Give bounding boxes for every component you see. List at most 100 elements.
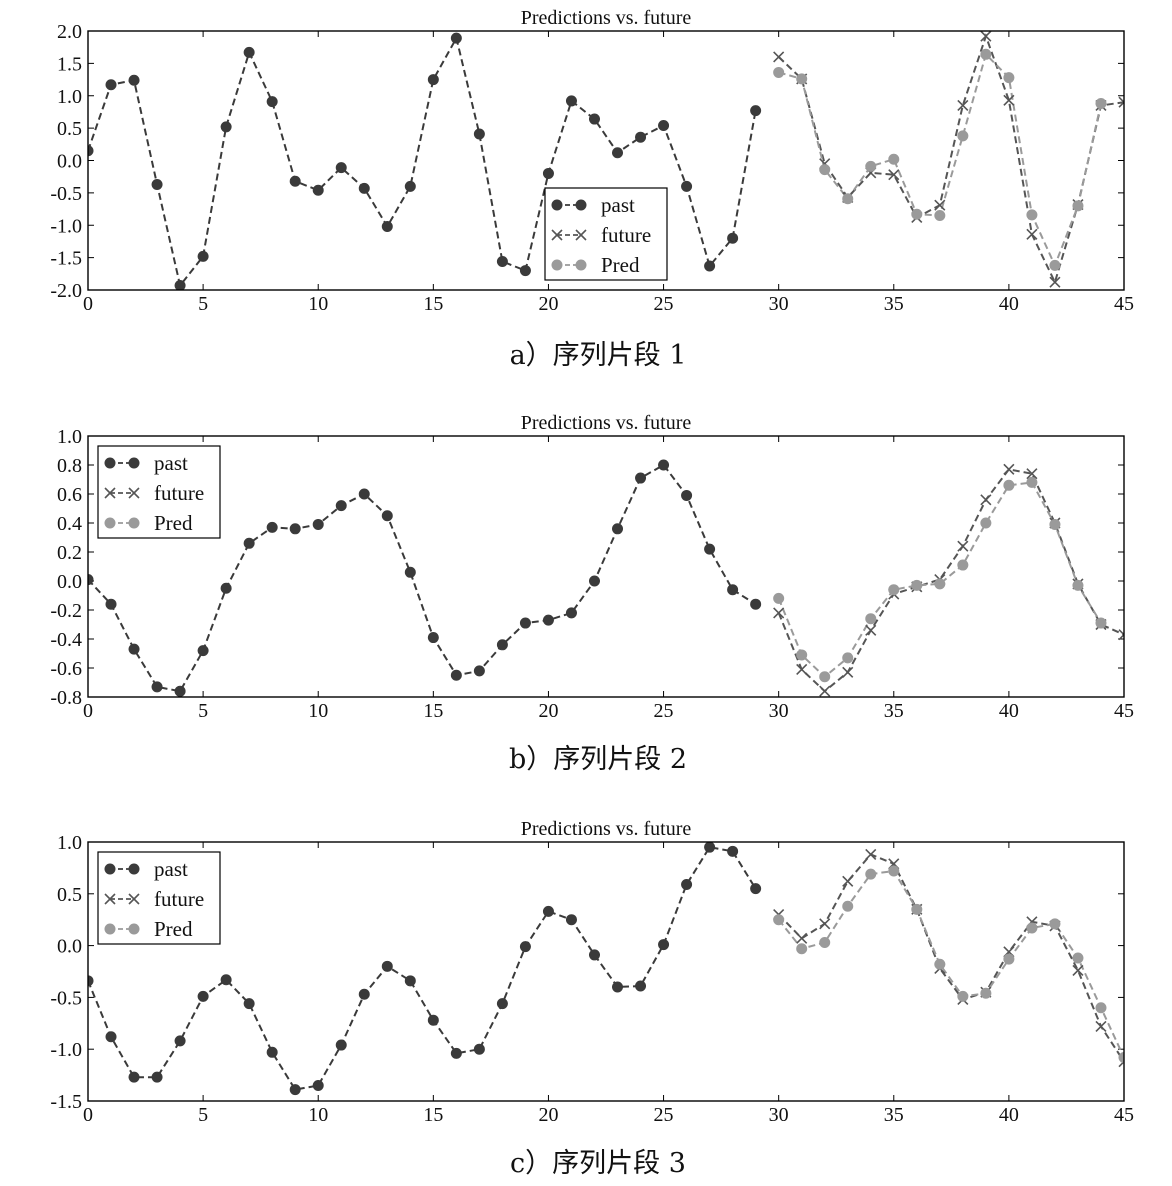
plot-area	[88, 459, 1124, 697]
data-point-past	[681, 180, 693, 192]
data-point-past	[266, 96, 278, 108]
data-point-future	[1003, 463, 1015, 475]
legend: past future Pred	[97, 445, 221, 539]
x-tick-label: 15	[423, 700, 443, 722]
data-point-future	[1118, 629, 1124, 641]
legend-marker-stroke-b	[575, 229, 587, 241]
data-point-pred	[911, 579, 923, 591]
data-point-future	[773, 607, 785, 619]
x-tick-label: 40	[999, 293, 1019, 315]
legend-label-pred: Pred	[154, 511, 193, 535]
y-tick-label: -0.4	[50, 629, 82, 651]
data-point-past	[681, 878, 693, 890]
legend-marker	[104, 863, 116, 875]
data-point-past	[496, 639, 508, 651]
series-line-past	[88, 846, 757, 1091]
data-point-past	[220, 121, 232, 133]
data-point-past	[565, 607, 577, 619]
legend-label-past: past	[154, 857, 188, 881]
data-point-future-stroke-b	[1026, 468, 1038, 480]
series-line-past	[88, 463, 757, 693]
data-point-past	[312, 184, 324, 196]
legend-label-pred: Pred	[154, 917, 193, 941]
plot-area	[88, 842, 1124, 1096]
data-point-pred	[1003, 479, 1015, 491]
chart-title: Predictions vs. future	[521, 7, 692, 29]
y-tick-label: 0.6	[57, 484, 82, 506]
data-point-future	[796, 663, 808, 676]
data-point-future	[1072, 964, 1084, 977]
x-tick-label: 15	[423, 1104, 443, 1126]
data-point-past	[658, 120, 670, 132]
plot-frame	[87, 435, 1125, 698]
x-tick-label: 5	[198, 1104, 208, 1126]
data-point-past	[450, 669, 462, 681]
data-point-past	[588, 575, 600, 587]
data-point-future	[819, 918, 831, 930]
data-point-past	[658, 459, 670, 471]
data-point-past	[358, 988, 370, 1000]
data-point-pred	[796, 73, 808, 85]
data-point-past	[381, 221, 393, 233]
data-point-pred	[1049, 259, 1061, 271]
data-point-future-stroke-b	[796, 932, 808, 944]
series-line-pred	[777, 481, 1102, 679]
y-tick-label: 0.0	[57, 936, 82, 958]
data-point-past	[704, 543, 716, 555]
plot-frame	[87, 841, 1125, 1102]
x-tick-label: 5	[198, 700, 208, 722]
legend-marker-stroke-b	[104, 487, 116, 499]
chart-panel-c: Predictions vs. future 0 5 10 15 20 25 30 35 40 45…	[50, 818, 1134, 1179]
x-tick-label: 15	[423, 293, 443, 315]
legend-marker	[128, 487, 140, 499]
data-point-pred	[819, 671, 831, 683]
data-point-future-stroke-b	[934, 199, 946, 211]
data-point-past	[335, 1039, 347, 1051]
data-point-past	[542, 167, 554, 179]
legend-marker	[551, 259, 563, 271]
data-point-future-stroke-a	[1118, 629, 1124, 636]
figure-caption: b）序列片段 2	[509, 744, 687, 775]
x-tick-label: 30	[769, 1104, 789, 1126]
y-tick-label: 1.5	[57, 53, 82, 75]
x-tick-label: 0	[83, 700, 93, 722]
data-point-future	[773, 51, 785, 63]
data-point-past	[612, 147, 624, 159]
data-point-future	[1095, 1020, 1107, 1032]
data-point-pred	[1049, 918, 1061, 930]
data-point-future	[1118, 96, 1124, 108]
data-point-future	[796, 932, 808, 944]
data-point-pred	[934, 210, 946, 222]
legend-label-past: past	[601, 193, 635, 217]
data-point-pred	[1072, 579, 1084, 591]
series-line-future	[778, 33, 1124, 285]
y-tick-label: -0.5	[50, 183, 82, 205]
data-point-past	[704, 842, 716, 853]
data-point-past	[519, 941, 531, 953]
legend-label-pred: Pred	[601, 253, 640, 277]
data-point-future	[980, 494, 992, 506]
chart-panel-a: Predictions vs. future 0 5 10 15 20 25 30 35 40 45…	[50, 7, 1134, 371]
data-point-past	[128, 1071, 140, 1083]
data-point-past	[381, 510, 393, 522]
data-point-past	[174, 685, 186, 697]
legend-label-future: future	[154, 887, 204, 911]
data-point-past	[450, 1047, 462, 1059]
series-line-pred	[778, 52, 1102, 268]
data-point-past	[381, 960, 393, 972]
plot-area	[88, 31, 1124, 290]
data-point-pred	[796, 943, 808, 955]
data-point-past	[658, 939, 670, 951]
series-line-future	[777, 468, 1124, 693]
data-point-past	[128, 643, 140, 655]
data-point-pred	[911, 903, 923, 915]
data-point-past	[312, 1079, 324, 1091]
chart-panel-b: Predictions vs. future 0 5 10 15 20 25 30 35 40 45…	[50, 412, 1134, 775]
y-tick-label: 1.0	[57, 832, 82, 854]
chart-title: Predictions vs. future	[521, 412, 692, 434]
legend: past future Pred	[97, 851, 221, 945]
series-line-pred	[777, 869, 1124, 1058]
data-point-future-stroke-b	[796, 663, 808, 676]
data-point-future	[957, 540, 969, 552]
